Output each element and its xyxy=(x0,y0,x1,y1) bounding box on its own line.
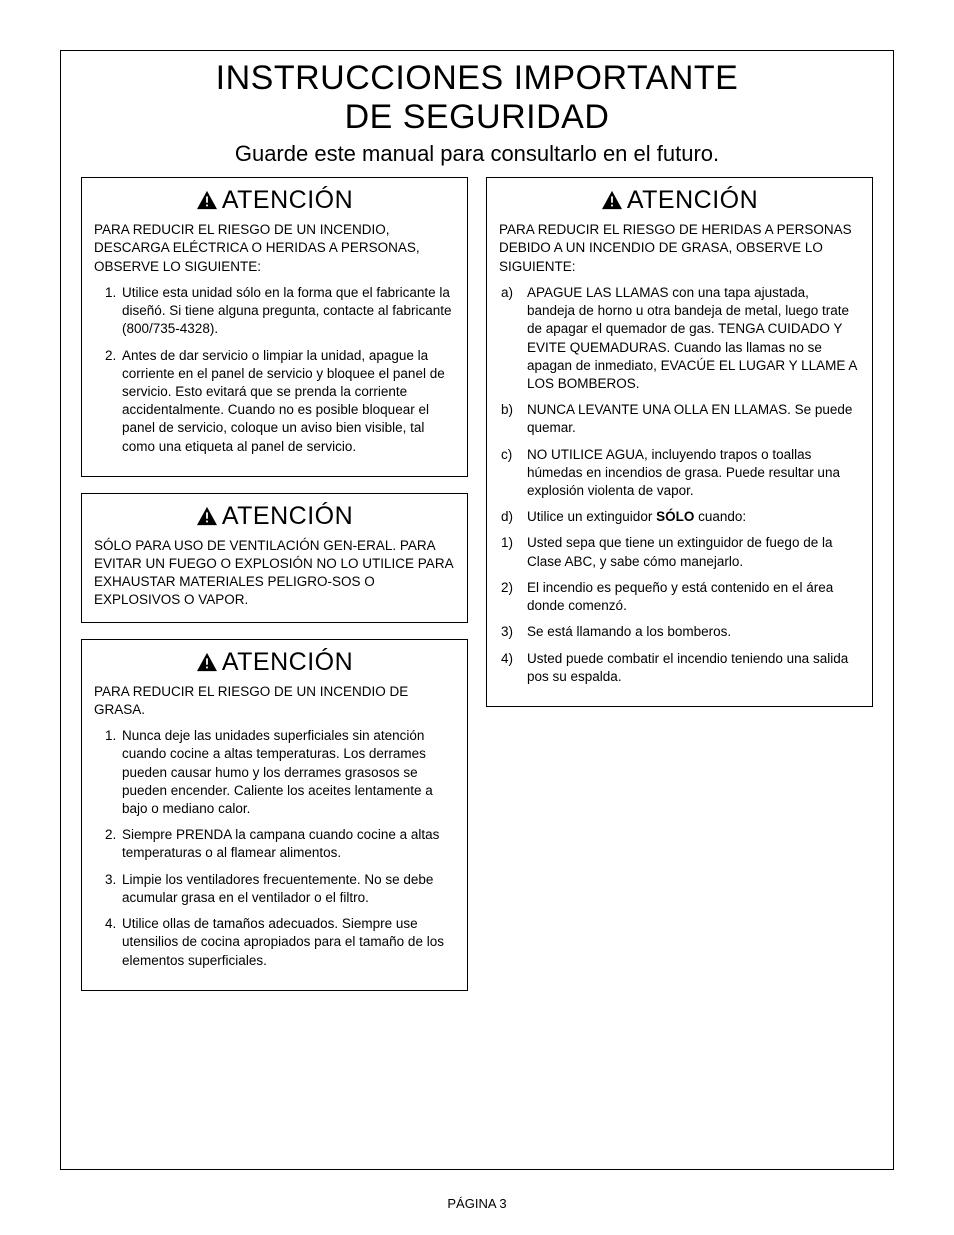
main-title: INSTRUCCIONES IMPORTANTE DE SEGURIDAD xyxy=(61,59,893,137)
d-prefix: Utilice un extinguidor xyxy=(527,509,656,524)
warning-label: ATENCIÓN xyxy=(222,186,353,214)
warning-list: Utilice esta unidad sólo en la forma que… xyxy=(94,284,455,456)
warning-label: ATENCIÓN xyxy=(222,648,353,676)
warning-header: ATENCIÓN xyxy=(94,648,455,677)
list-item: Nunca deje las unidades superficiales si… xyxy=(120,727,455,818)
two-column-layout: ATENCIÓN PARA REDUCIR EL RIESGO DE UN IN… xyxy=(61,177,893,991)
subtitle: Guarde este manual para consultarlo en e… xyxy=(61,141,893,167)
warning-icon xyxy=(196,506,218,526)
item-text: Utilice un extinguidor SÓLO cuando: xyxy=(527,508,746,526)
warning-box-1: ATENCIÓN PARA REDUCIR EL RIESGO DE UN IN… xyxy=(81,177,468,477)
list-item: Utilice ollas de tamaños adecuados. Siem… xyxy=(120,915,455,970)
item-marker: c) xyxy=(501,446,527,501)
warning-icon xyxy=(601,190,623,210)
warning-intro: SÓLO PARA USO DE VENTILACIÓN GEN-ERAL. P… xyxy=(94,537,455,610)
item-marker: a) xyxy=(501,284,527,393)
item-text: NUNCA LEVANTE UNA OLLA EN LLAMAS. Se pue… xyxy=(527,401,860,437)
list-item: Limpie los ventiladores frecuentemente. … xyxy=(120,871,455,907)
item-marker: b) xyxy=(501,401,527,437)
title-line-1: INSTRUCCIONES IMPORTANTE xyxy=(216,59,739,97)
list-item: a)APAGUE LAS LLAMAS con una tapa ajustad… xyxy=(499,284,860,393)
d-suffix: cuando: xyxy=(694,509,746,524)
title-line-2: DE SEGURIDAD xyxy=(345,98,610,136)
warning-icon xyxy=(196,190,218,210)
page-frame: INSTRUCCIONES IMPORTANTE DE SEGURIDAD Gu… xyxy=(60,50,894,1170)
item-text: Usted sepa que tiene un extinguidor de f… xyxy=(527,534,860,570)
list-item: Siempre PRENDA la campana cuando cocine … xyxy=(120,826,455,862)
list-item: Utilice esta unidad sólo en la forma que… xyxy=(120,284,455,339)
list-item: Antes de dar servicio o limpiar la unida… xyxy=(120,347,455,456)
warning-icon xyxy=(196,652,218,672)
item-marker: d) xyxy=(501,508,527,526)
page-footer: PÁGINA 3 xyxy=(0,1196,954,1211)
item-text: APAGUE LAS LLAMAS con una tapa ajustada,… xyxy=(527,284,860,393)
item-text: Se está llamando a los bomberos. xyxy=(527,623,731,641)
warning-label: ATENCIÓN xyxy=(627,186,758,214)
warning-alpha-list: a)APAGUE LAS LLAMAS con una tapa ajustad… xyxy=(499,284,860,686)
left-column: ATENCIÓN PARA REDUCIR EL RIESGO DE UN IN… xyxy=(81,177,468,991)
item-text: Usted puede combatir el incendio teniend… xyxy=(527,650,860,686)
item-marker: 2) xyxy=(501,579,527,615)
warning-header: ATENCIÓN xyxy=(94,502,455,531)
warning-header: ATENCIÓN xyxy=(94,186,455,215)
warning-list: Nunca deje las unidades superficiales si… xyxy=(94,727,455,970)
list-item: 4)Usted puede combatir el incendio tenie… xyxy=(499,650,860,686)
page: INSTRUCCIONES IMPORTANTE DE SEGURIDAD Gu… xyxy=(0,0,954,1235)
list-item: d)Utilice un extinguidor SÓLO cuando: xyxy=(499,508,860,526)
item-marker: 4) xyxy=(501,650,527,686)
item-marker: 1) xyxy=(501,534,527,570)
warning-header: ATENCIÓN xyxy=(499,186,860,215)
list-item: 1)Usted sepa que tiene un extinguidor de… xyxy=(499,534,860,570)
warning-intro: PARA REDUCIR EL RIESGO DE UN INCENDIO DE… xyxy=(94,683,455,719)
warning-box-2: ATENCIÓN SÓLO PARA USO DE VENTILACIÓN GE… xyxy=(81,493,468,623)
warning-label: ATENCIÓN xyxy=(222,502,353,530)
d-bold: SÓLO xyxy=(656,509,694,524)
right-column: ATENCIÓN PARA REDUCIR EL RIESGO DE HERID… xyxy=(486,177,873,991)
warning-intro: PARA REDUCIR EL RIESGO DE HERIDAS A PERS… xyxy=(499,221,860,276)
list-item: 2)El incendio es pequeño y está contenid… xyxy=(499,579,860,615)
list-item: c)NO UTILICE AGUA, incluyendo trapos o t… xyxy=(499,446,860,501)
item-text: NO UTILICE AGUA, incluyendo trapos o toa… xyxy=(527,446,860,501)
warning-box-4: ATENCIÓN PARA REDUCIR EL RIESGO DE HERID… xyxy=(486,177,873,707)
list-item: 3)Se está llamando a los bomberos. xyxy=(499,623,860,641)
warning-box-3: ATENCIÓN PARA REDUCIR EL RIESGO DE UN IN… xyxy=(81,639,468,991)
list-item: b)NUNCA LEVANTE UNA OLLA EN LLAMAS. Se p… xyxy=(499,401,860,437)
item-marker: 3) xyxy=(501,623,527,641)
item-text: El incendio es pequeño y está contenido … xyxy=(527,579,860,615)
warning-intro: PARA REDUCIR EL RIESGO DE UN INCENDIO, D… xyxy=(94,221,455,276)
